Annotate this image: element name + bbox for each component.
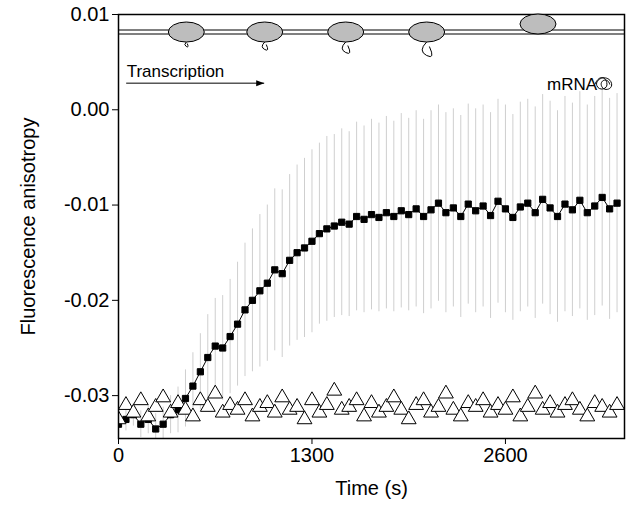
svg-text:Time (s): Time (s) bbox=[335, 477, 408, 499]
svg-text:0: 0 bbox=[113, 444, 124, 466]
svg-text:0.00: 0.00 bbox=[71, 98, 110, 120]
svg-text:Fluorescence anisotropy: Fluorescence anisotropy bbox=[17, 118, 39, 336]
svg-text:-0.02: -0.02 bbox=[64, 289, 110, 311]
svg-text:mRNA: mRNA bbox=[547, 75, 598, 94]
svg-text:Transcription: Transcription bbox=[127, 62, 225, 81]
svg-text:-0.03: -0.03 bbox=[64, 384, 110, 406]
svg-text:1300: 1300 bbox=[290, 444, 335, 466]
svg-text:-0.01: -0.01 bbox=[64, 193, 110, 215]
svg-text:2600: 2600 bbox=[483, 444, 528, 466]
svg-text:0.01: 0.01 bbox=[71, 3, 110, 25]
